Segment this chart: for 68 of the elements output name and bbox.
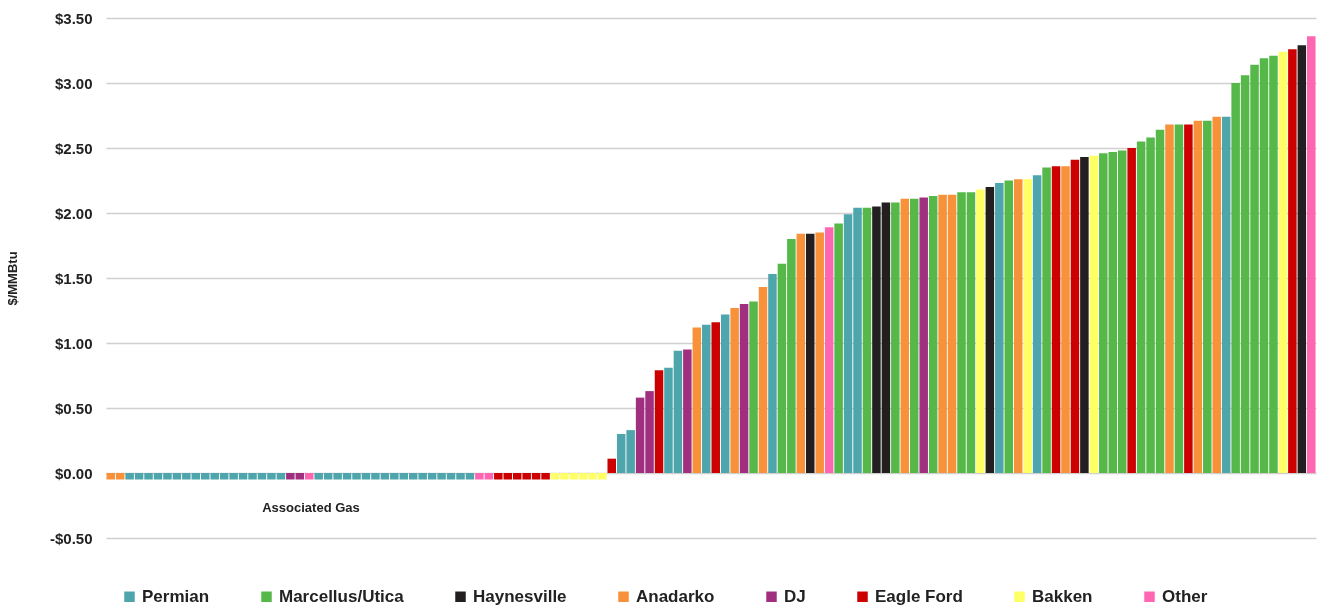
bar <box>815 232 824 473</box>
bar <box>1278 51 1288 473</box>
bar <box>1042 167 1051 473</box>
bar <box>304 473 314 480</box>
bar <box>702 324 711 473</box>
bar <box>683 349 692 473</box>
bar <box>1032 175 1042 473</box>
bar <box>976 189 985 473</box>
bar <box>768 274 777 473</box>
y-tick-label: $1.50 <box>54 269 93 287</box>
bar <box>1165 124 1174 473</box>
bar <box>1193 120 1203 473</box>
y-axis-title: $/MMBtu <box>4 251 20 306</box>
y-tick-label: $3.00 <box>54 74 93 92</box>
bar <box>928 196 938 473</box>
bar <box>1061 166 1070 473</box>
bar <box>1004 180 1014 473</box>
bar <box>711 322 720 473</box>
bar <box>796 233 806 473</box>
bar <box>1023 179 1032 473</box>
bar <box>1089 155 1099 473</box>
y-tick-label: $2.00 <box>54 204 93 222</box>
bar <box>692 327 702 473</box>
bar <box>739 304 749 473</box>
y-tick-label: -$0.50 <box>49 529 93 547</box>
bar <box>607 458 616 473</box>
legend-label: Eagle Ford <box>875 586 963 605</box>
legend-label: Other <box>1162 586 1208 605</box>
legend-label: Haynesville <box>473 586 567 605</box>
legend-label: Bakken <box>1032 586 1093 605</box>
bar <box>1013 179 1023 473</box>
bar <box>1174 124 1184 473</box>
bar <box>891 202 900 473</box>
bar <box>1221 116 1231 473</box>
bar <box>730 307 739 473</box>
bar <box>909 198 919 473</box>
bar <box>1051 166 1061 473</box>
bar <box>985 187 995 473</box>
legend-label: Marcellus/Utica <box>279 586 405 605</box>
legend-label: DJ <box>784 586 806 605</box>
bar <box>1307 36 1316 473</box>
legend-label: Permian <box>142 586 210 605</box>
bar <box>862 207 872 473</box>
bar <box>749 301 758 473</box>
annotation: Associated Gas <box>262 500 360 515</box>
bar <box>806 233 815 473</box>
bar <box>1288 49 1297 473</box>
bar <box>1212 116 1221 473</box>
bar <box>758 287 768 473</box>
y-tick-label: $0.00 <box>54 464 93 482</box>
bar <box>919 197 928 473</box>
y-tick-label: $2.50 <box>54 139 93 157</box>
bar <box>1203 120 1212 473</box>
bar <box>654 370 664 473</box>
y-tick-label: $0.50 <box>54 399 93 417</box>
bar <box>720 314 730 473</box>
y-tick-label: $3.50 <box>54 9 93 27</box>
bar <box>900 198 910 473</box>
bar <box>824 227 834 473</box>
bar <box>1127 148 1136 473</box>
bar <box>1184 124 1193 473</box>
y-tick-label: $1.00 <box>54 334 93 352</box>
legend-label: Anadarko <box>636 586 715 605</box>
bar <box>995 183 1004 473</box>
bar <box>834 223 843 473</box>
bar <box>1297 45 1307 473</box>
bar <box>1080 157 1089 473</box>
bar <box>1070 159 1080 473</box>
